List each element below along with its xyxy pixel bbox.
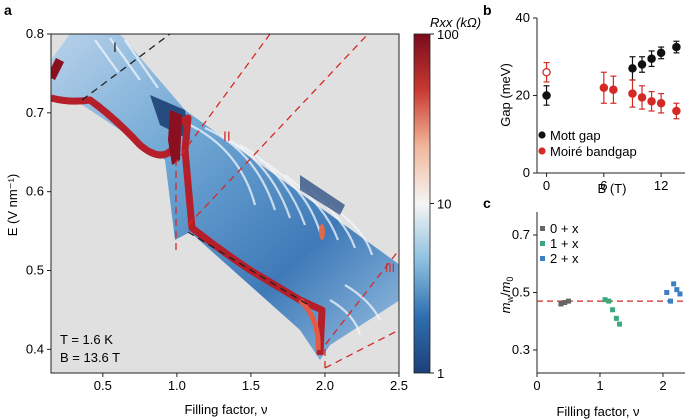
data-point — [656, 48, 666, 58]
region-label-i: I — [113, 39, 117, 55]
data-point — [542, 91, 551, 100]
panel-a-label: a — [4, 2, 12, 18]
panel-a-frame — [50, 33, 400, 374]
colorbar-tick-label: 1 — [437, 366, 444, 381]
x-tick-label: 6 — [600, 178, 607, 193]
data-point — [668, 298, 674, 304]
colorbar — [413, 33, 431, 374]
data-point — [637, 93, 647, 102]
panel-c-xlabel: Filling factor, ν — [556, 404, 639, 419]
data-point — [610, 307, 616, 313]
data-point — [637, 60, 647, 69]
data-point — [602, 297, 608, 303]
y-tick-label: 0.6 — [26, 184, 44, 199]
y-tick-label: 0.8 — [26, 26, 44, 41]
data-point — [565, 298, 571, 304]
legend-marker — [540, 241, 545, 246]
legend-marker — [538, 131, 546, 139]
data-point — [599, 83, 609, 93]
data-point — [558, 301, 564, 307]
colorbar-tick-label: 100 — [437, 27, 459, 42]
data-point — [613, 315, 619, 321]
data-point — [628, 64, 637, 73]
x-tick-label: 0.5 — [94, 378, 112, 393]
y-tick-label: 0.4 — [26, 341, 44, 356]
legend-label: 1 + x — [550, 236, 579, 251]
x-tick-label: 1 — [596, 378, 603, 393]
x-tick-label: 1.5 — [242, 378, 260, 393]
region-label-ii: II — [223, 128, 231, 144]
colorbar-tick-label: 10 — [437, 197, 451, 212]
data-point — [647, 54, 656, 63]
data-point — [671, 281, 677, 287]
y-tick-label: 0.5 — [26, 263, 44, 278]
y-tick-label: 0.5 — [512, 285, 530, 300]
condition-field: B = 13.6 T — [60, 350, 120, 365]
data-point — [628, 89, 637, 98]
panel-b-label: b — [483, 2, 492, 18]
condition-temperature: T = 1.6 K — [60, 332, 113, 347]
x-tick-label: 2 — [659, 378, 666, 393]
x-tick-label: 0 — [543, 178, 550, 193]
legend-label: Moiré bandgap — [550, 144, 637, 159]
legend-marker — [538, 147, 546, 155]
data-point — [606, 298, 612, 304]
data-point — [562, 300, 568, 306]
legend-marker — [540, 226, 545, 231]
legend-label: 0 + x — [550, 221, 579, 236]
x-tick-label: 2.0 — [316, 378, 334, 393]
panel-a-xlabel: Filling factor, ν — [184, 402, 267, 417]
y-tick-label: 0.7 — [512, 227, 530, 242]
panel-c-label: c — [483, 195, 491, 211]
x-tick-label: 0 — [533, 378, 540, 393]
legend-label: Mott gap — [550, 128, 601, 143]
data-point — [674, 287, 680, 293]
region-label-iii: III — [385, 261, 395, 275]
panel-b-ylabel: Gap (meV) — [498, 63, 513, 127]
y-tick-label: 0.7 — [26, 105, 44, 120]
x-tick-label: 2.5 — [390, 378, 408, 393]
data-point — [647, 97, 656, 106]
legend-marker — [540, 256, 545, 261]
panel-b-xlabel: B (T) — [598, 181, 627, 196]
data-point — [542, 68, 551, 77]
data-point — [672, 106, 681, 116]
legend-label: 2 + x — [550, 251, 579, 266]
data-point — [677, 291, 683, 297]
y-tick-label: 20 — [516, 88, 530, 103]
x-tick-label: 12 — [654, 178, 668, 193]
data-point — [656, 99, 666, 108]
panel-c-ylabel: mw/m0 — [498, 277, 515, 314]
data-point — [609, 85, 618, 94]
heatmap-guide-lines — [81, 33, 400, 369]
colorbar-label: Rxx (kΩ) — [430, 15, 481, 30]
data-point — [617, 321, 623, 327]
data-point — [672, 42, 681, 52]
data-point — [664, 290, 670, 295]
y-tick-label: 0.3 — [512, 342, 530, 357]
y-tick-label: 0 — [523, 165, 530, 180]
x-tick-label: 1.0 — [168, 378, 186, 393]
panel-a-ylabel: E (V nm⁻¹) — [5, 174, 20, 236]
heatmap-data — [51, 34, 399, 360]
y-tick-label: 40 — [516, 10, 530, 25]
